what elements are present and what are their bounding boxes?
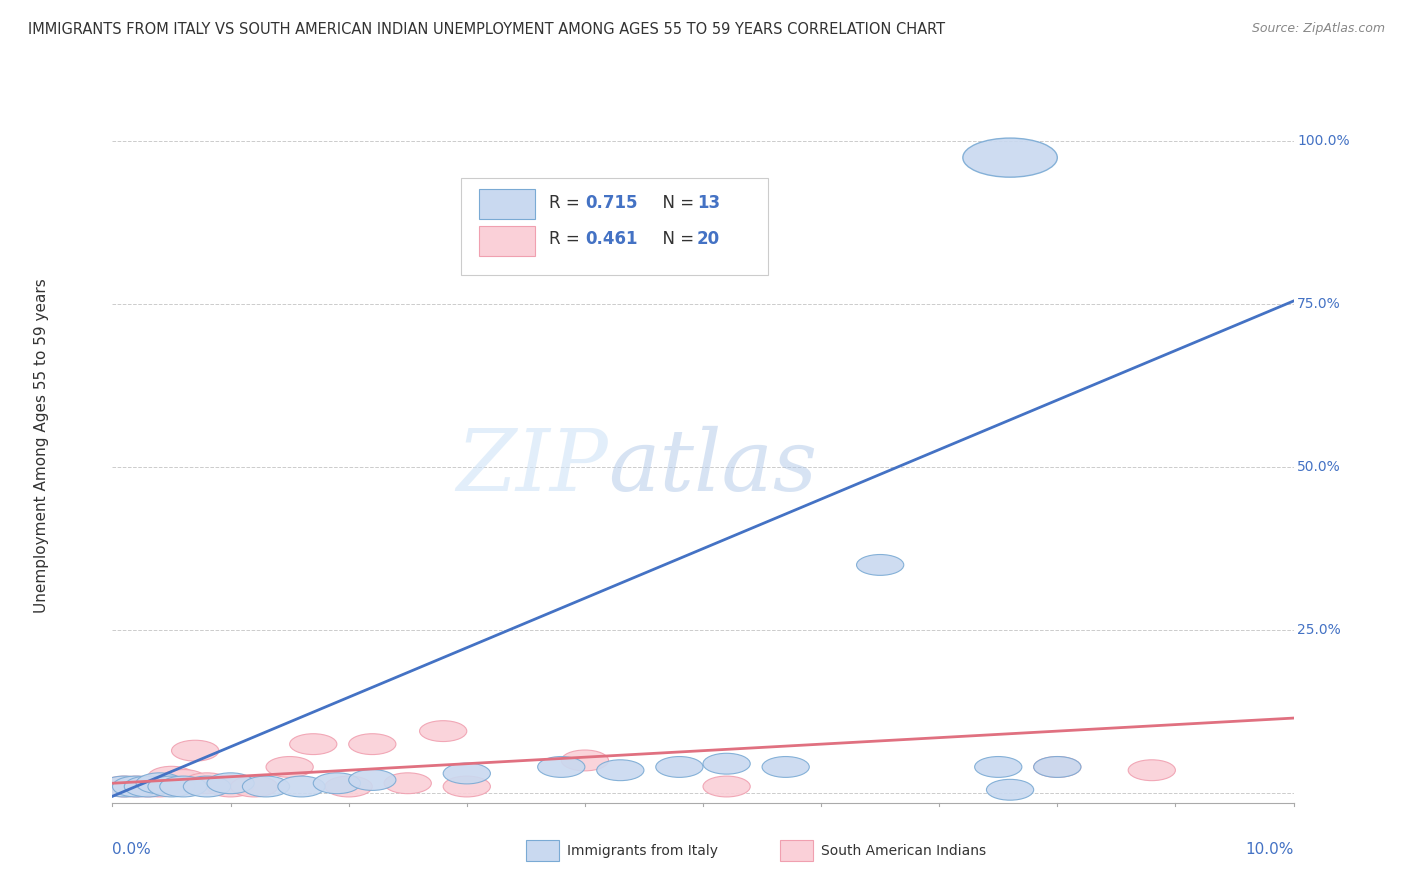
Text: Source: ZipAtlas.com: Source: ZipAtlas.com	[1251, 22, 1385, 36]
Ellipse shape	[596, 760, 644, 780]
Ellipse shape	[703, 753, 751, 774]
Ellipse shape	[172, 740, 219, 761]
Text: 100.0%: 100.0%	[1298, 135, 1350, 148]
Ellipse shape	[242, 776, 290, 797]
Ellipse shape	[561, 750, 609, 771]
Ellipse shape	[266, 756, 314, 778]
Ellipse shape	[101, 776, 148, 797]
Ellipse shape	[231, 776, 278, 797]
Ellipse shape	[160, 776, 207, 797]
Ellipse shape	[207, 776, 254, 797]
Ellipse shape	[349, 734, 396, 755]
Text: N =: N =	[652, 230, 700, 248]
Text: 13: 13	[697, 194, 720, 212]
Ellipse shape	[148, 776, 195, 797]
Ellipse shape	[101, 776, 148, 797]
Text: R =: R =	[550, 194, 585, 212]
Text: 10.0%: 10.0%	[1246, 842, 1294, 857]
Text: Immigrants from Italy: Immigrants from Italy	[567, 844, 718, 857]
Bar	[478, 227, 536, 256]
Ellipse shape	[963, 138, 1057, 178]
Ellipse shape	[124, 776, 172, 797]
Ellipse shape	[325, 776, 373, 797]
Text: Unemployment Among Ages 55 to 59 years: Unemployment Among Ages 55 to 59 years	[34, 278, 49, 614]
Ellipse shape	[443, 776, 491, 797]
Ellipse shape	[136, 772, 183, 794]
Ellipse shape	[349, 770, 396, 790]
Ellipse shape	[112, 776, 160, 797]
Ellipse shape	[655, 756, 703, 778]
Ellipse shape	[974, 756, 1022, 778]
Ellipse shape	[762, 756, 810, 778]
Ellipse shape	[384, 772, 432, 794]
Text: N =: N =	[652, 194, 700, 212]
Text: South American Indians: South American Indians	[821, 844, 986, 857]
Bar	[780, 840, 813, 862]
Ellipse shape	[160, 770, 207, 790]
Text: IMMIGRANTS FROM ITALY VS SOUTH AMERICAN INDIAN UNEMPLOYMENT AMONG AGES 55 TO 59 : IMMIGRANTS FROM ITALY VS SOUTH AMERICAN …	[28, 22, 945, 37]
Text: 0.715: 0.715	[585, 194, 637, 212]
Text: 50.0%: 50.0%	[1298, 460, 1341, 475]
Text: 0.461: 0.461	[585, 230, 637, 248]
Ellipse shape	[183, 776, 231, 797]
Bar	[478, 189, 536, 219]
Ellipse shape	[183, 772, 231, 794]
Ellipse shape	[1128, 760, 1175, 780]
Text: 25.0%: 25.0%	[1298, 624, 1341, 637]
Ellipse shape	[1033, 756, 1081, 778]
Ellipse shape	[290, 734, 337, 755]
Ellipse shape	[112, 776, 160, 797]
Text: 20: 20	[697, 230, 720, 248]
Ellipse shape	[537, 756, 585, 778]
Ellipse shape	[443, 763, 491, 784]
Ellipse shape	[124, 776, 172, 797]
Ellipse shape	[856, 555, 904, 575]
Ellipse shape	[136, 776, 183, 797]
Ellipse shape	[703, 776, 751, 797]
Text: ZIP: ZIP	[457, 426, 609, 508]
Text: R =: R =	[550, 230, 585, 248]
Ellipse shape	[1033, 756, 1081, 778]
FancyBboxPatch shape	[461, 178, 768, 275]
Bar	[526, 840, 560, 862]
Text: 75.0%: 75.0%	[1298, 297, 1341, 311]
Ellipse shape	[314, 772, 360, 794]
Text: atlas: atlas	[609, 426, 818, 508]
Ellipse shape	[278, 776, 325, 797]
Ellipse shape	[987, 780, 1033, 800]
Ellipse shape	[419, 721, 467, 741]
Ellipse shape	[148, 766, 195, 787]
Ellipse shape	[207, 772, 254, 794]
Text: 0.0%: 0.0%	[112, 842, 152, 857]
